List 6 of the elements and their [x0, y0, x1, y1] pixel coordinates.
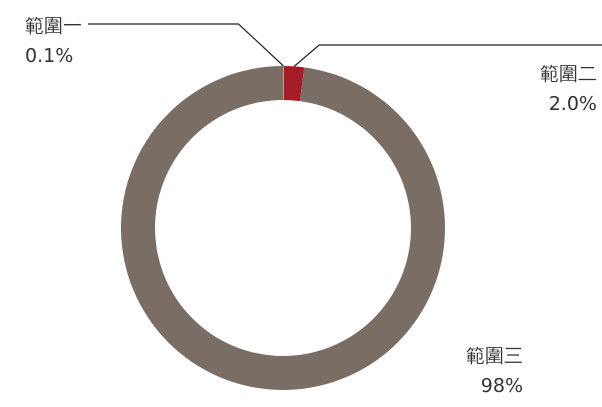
data-label: 2.0%	[548, 93, 597, 115]
slice-label: 範圍二	[540, 63, 597, 85]
slice-label: 範圍三	[466, 345, 523, 367]
data-label: 0.1%	[25, 45, 74, 67]
slice-label: 範圍一	[25, 15, 82, 37]
data-label: 98%	[480, 375, 523, 397]
